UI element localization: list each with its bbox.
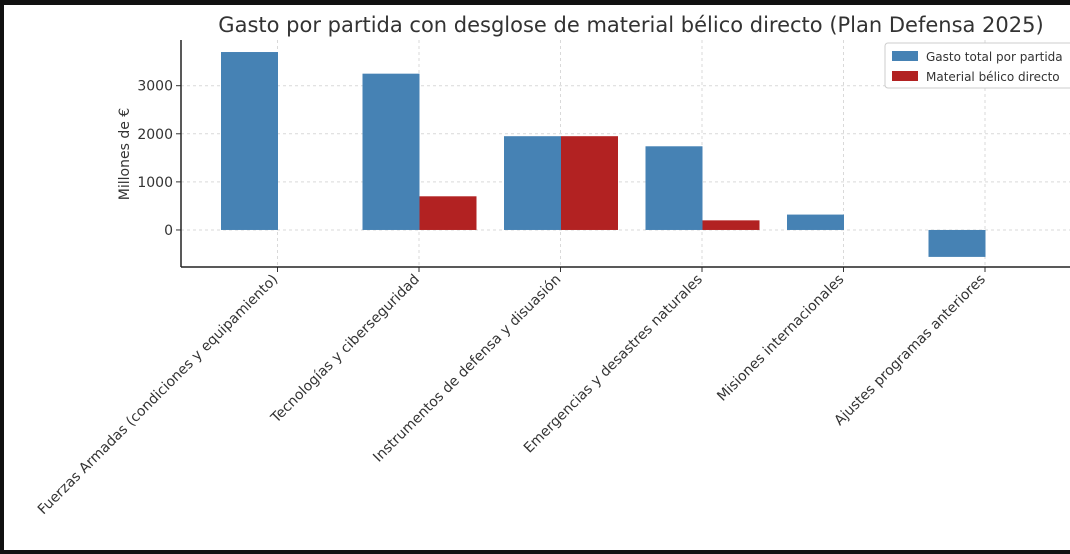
legend-label: Material bélico directo	[926, 70, 1060, 84]
bar-total-6	[928, 229, 986, 257]
legend-swatch	[892, 51, 918, 61]
x-tick-label: Ajustes programas anteriores	[831, 272, 988, 429]
bar-material-3	[561, 136, 618, 230]
bar-total-2	[362, 73, 420, 230]
legend-swatch	[892, 71, 918, 81]
chart-title: Gasto por partida con desglose de materi…	[218, 13, 1043, 37]
y-tick-label: 2000	[137, 127, 173, 143]
x-tick-label: Fuerzas Armadas (condiciones y equipamie…	[35, 272, 281, 518]
bar-material-4	[702, 220, 760, 230]
bar-total-1	[221, 52, 278, 230]
bar-total-5	[787, 214, 844, 230]
x-tick-label: Tecnologías y ciberseguridad	[267, 272, 422, 427]
y-tick-label: 0	[164, 223, 173, 239]
x-tick-label: Emergencias y desastres naturales	[521, 272, 706, 457]
x-tick-label: Misiones internacionales	[714, 272, 847, 405]
axes	[176, 40, 1070, 272]
y-tick-label: 3000	[137, 79, 173, 95]
bars	[221, 52, 986, 257]
legend: Gasto total por partida Material bélico d…	[884, 42, 1070, 89]
y-axis-label: Millones de €	[117, 108, 133, 200]
legend-label: Gasto total por partida	[926, 50, 1063, 64]
bar-total-3	[504, 136, 561, 230]
y-tick-label: 1000	[137, 175, 173, 191]
bar-total-4	[645, 146, 703, 230]
legend-box	[884, 42, 1070, 89]
bar-material-2	[419, 196, 477, 230]
